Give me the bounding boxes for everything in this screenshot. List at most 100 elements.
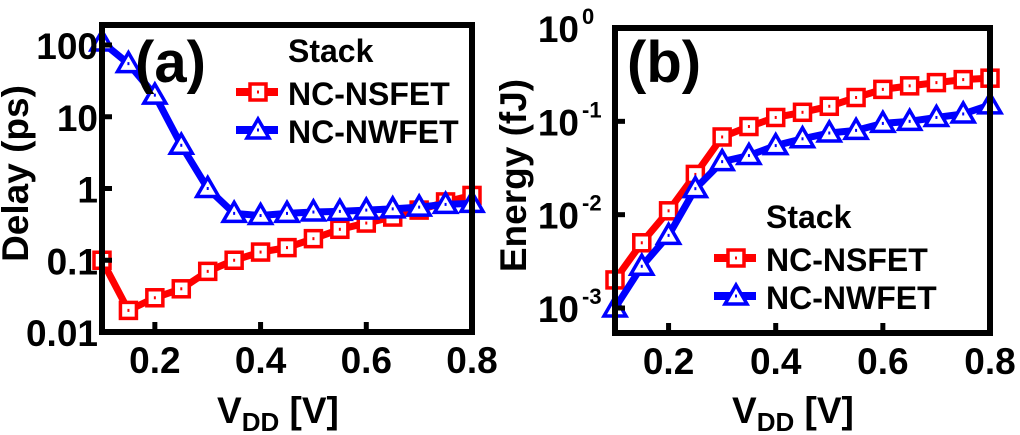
data-point [788,124,817,149]
data-point-dot [312,237,315,241]
x-axis-label-main: V [217,390,242,431]
data-point-dot [828,104,831,108]
data-point-dot [881,87,884,91]
data-point-dot [180,143,183,147]
data-point-dot [908,119,911,123]
y-tick-exponent: -3 [582,284,602,309]
data-point-dot [365,208,368,212]
data-point-dot [855,128,858,132]
y-tick-label: 10 [538,102,579,143]
data-point-dot [747,125,750,129]
data-point [895,106,924,132]
data-point-dot [667,209,670,213]
data-point-dot [881,121,884,125]
legend-marker-dot [257,90,259,94]
data-point [272,198,302,224]
data-point-dot [259,250,262,254]
data-point-dot [962,112,965,116]
x-axis-label: VDD [V] [217,390,339,435]
legend-label: NC-NSFET [288,76,450,112]
data-point-dot [747,154,750,158]
data-point-dot [855,96,858,100]
y-tick-exponent: 0 [582,4,594,29]
x-tick-label: 0.6 [341,340,392,381]
data-point-dot [180,287,183,291]
data-point-dot [233,211,236,215]
data-point-dot [667,233,670,237]
data-point-dot [962,78,965,82]
panel-label: (b) [627,30,701,95]
data-point-dot [935,115,938,119]
y-tick-label: 10 [57,98,98,139]
data-point-dot [801,137,804,141]
data-point-dot [774,115,777,119]
data-point-dot [338,227,341,231]
data-point-dot [338,209,341,213]
y-axis-label: Energy (fJ) [493,79,534,272]
data-point-dot [391,207,394,211]
plot-frame [612,25,993,336]
data-point [815,118,844,143]
legend-label: NC-NWFET [766,280,937,316]
legend-marker-dot [735,294,737,298]
data-point [654,220,683,246]
data-point-dot [286,211,288,215]
x-tick-label: 0.4 [235,340,287,381]
data-point-dot [259,214,262,218]
legend-title: Stack [766,199,852,235]
x-axis-label-unit: [V] [279,390,339,431]
y-tick-label: 0.01 [26,313,98,354]
data-point-dot [206,269,209,273]
data-point-dot [206,187,209,191]
data-point-dot [312,210,315,214]
data-point-dot [418,205,421,209]
data-point-dot [721,160,724,164]
y-tick-label: 100 [36,26,98,67]
data-point-dot [935,81,938,85]
data-point [325,196,354,222]
x-axis-label: VDD [V] [732,390,854,435]
data-point [761,131,790,156]
panel-label: (a) [135,30,206,95]
data-point [246,201,275,226]
data-point-dot [127,62,130,66]
series-nc-nwfet [600,90,1005,318]
data-point-dot [365,221,368,225]
x-axis-label-main: V [732,390,757,431]
data-point-dot [908,84,911,88]
data-point-dot [127,308,130,312]
y-tick-label: 10 [538,9,579,50]
series-nc-nsfet [605,68,1000,290]
data-point-dot [801,110,804,114]
x-tick-label: 0.8 [964,341,1015,382]
y-tick-label: 10 [538,289,579,330]
x-axis-label-unit: [V] [794,390,854,431]
data-point-dot [774,144,777,148]
legend-label: NC-NSFET [766,242,928,278]
data-point-dot [694,187,697,191]
data-point [842,115,871,141]
series-nc-nwfet [87,27,487,226]
legend-title: Stack [288,33,374,69]
data-point-dot [640,241,643,245]
data-point-dot [640,264,643,268]
x-axis-label-sub: DD [242,407,280,435]
legend-marker-dot [735,256,737,260]
data-point-dot [444,202,447,206]
legend-label: NC-NWFET [288,114,459,150]
data-point-dot [721,135,724,139]
data-point-dot [828,131,831,135]
x-tick-label: 0.4 [750,341,802,382]
data-point [299,197,328,222]
data-point [405,192,434,217]
chart-panel-a: 0.2 0.4 0.6 0.8 100 10 1 0.1 0.01 Delay (ps) VDD [… [0,22,498,435]
x-tick-label: 0.8 [446,340,497,381]
x-tick-label: 0.2 [129,340,180,381]
data-point-dot [153,296,156,300]
y-tick-label: 1 [77,170,98,211]
data-point-dot [286,246,288,250]
data-point-dot [233,258,236,262]
